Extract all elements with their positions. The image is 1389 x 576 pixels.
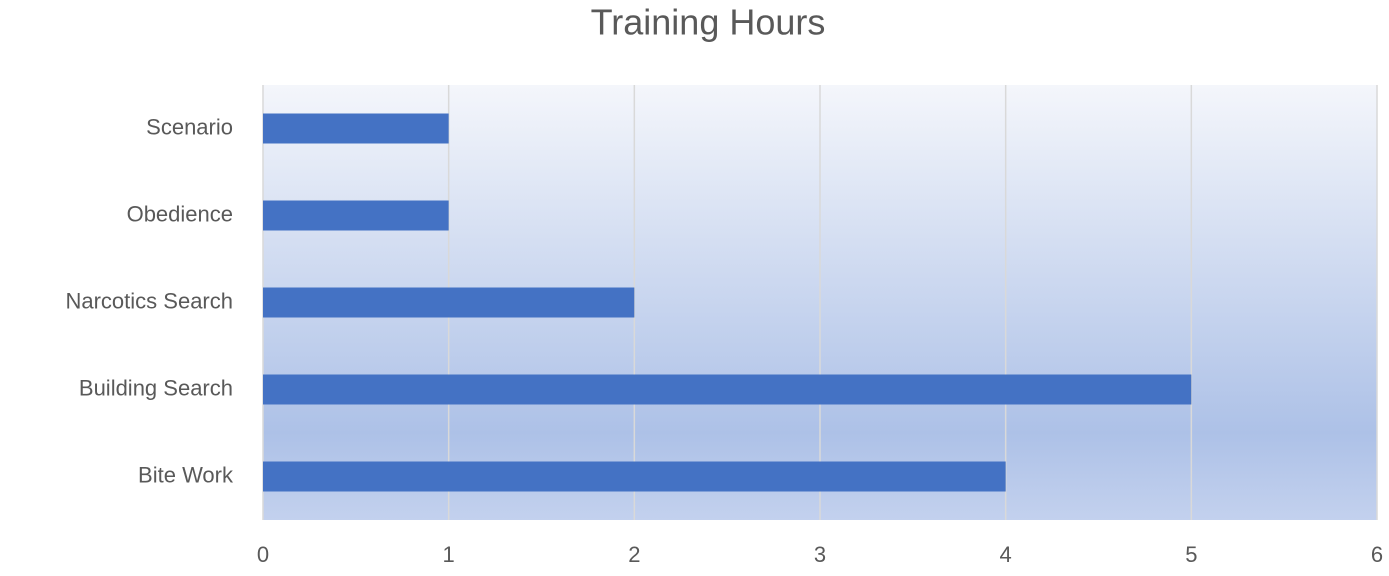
y-tick-label: Building Search — [79, 375, 233, 400]
bar — [263, 200, 449, 231]
bar — [263, 287, 635, 318]
x-tick-label: 6 — [1371, 542, 1383, 567]
bar — [263, 113, 449, 144]
y-tick-label: Bite Work — [138, 462, 234, 487]
y-tick-label: Narcotics Search — [65, 288, 233, 313]
bar — [263, 374, 1192, 405]
x-tick-label: 5 — [1185, 542, 1197, 567]
bar — [263, 461, 1006, 492]
x-tick-label: 2 — [628, 542, 640, 567]
y-tick-label: Obedience — [127, 201, 233, 226]
chart-title: Training Hours — [591, 2, 826, 43]
y-tick-label: Scenario — [146, 114, 233, 139]
x-tick-label: 4 — [1000, 542, 1012, 567]
x-tick-label: 0 — [257, 542, 269, 567]
x-tick-label: 1 — [443, 542, 455, 567]
x-tick-label: 3 — [814, 542, 826, 567]
